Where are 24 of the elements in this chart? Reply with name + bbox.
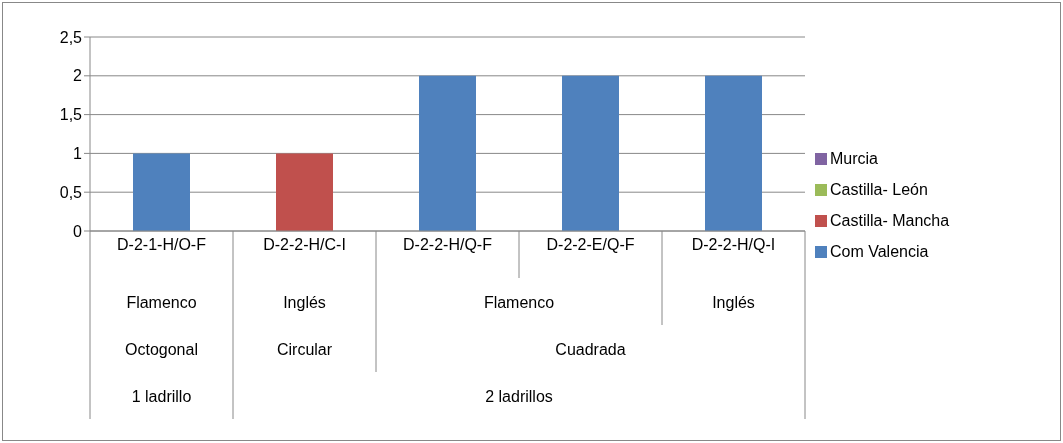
y-tick-label: 0,5 bbox=[59, 183, 83, 201]
text: Circular bbox=[276, 340, 333, 358]
text: Flamenco bbox=[483, 293, 555, 311]
legend-label: Castilla- León bbox=[830, 180, 928, 199]
legend-label: Com Valencia bbox=[830, 242, 929, 261]
x-tick-label: D-2-2-H/Q-F bbox=[403, 236, 493, 254]
y-tick-label: 1 bbox=[73, 145, 83, 163]
text: 1 ladrillo bbox=[131, 387, 192, 405]
x-tick-label: D-2-2-E/Q-F bbox=[546, 236, 635, 254]
y-tick-label: 2 bbox=[73, 67, 83, 85]
x-tick-label: D-2-2-H/Q-I bbox=[691, 236, 776, 254]
y-tick-label: 2,5 bbox=[59, 28, 83, 46]
text: Inglés bbox=[712, 293, 755, 311]
y-tick-label: 0 bbox=[73, 222, 83, 240]
x-tick-label: D-2-1-H/O-F bbox=[117, 236, 207, 254]
text: Octogonal bbox=[125, 340, 198, 358]
y-tick-label: 1,5 bbox=[59, 106, 83, 124]
text: 2 ladrillos bbox=[485, 387, 553, 405]
text: Cuadrada bbox=[555, 340, 626, 358]
text: Flamenco bbox=[126, 293, 197, 311]
legend-label: Castilla- Mancha bbox=[830, 211, 950, 230]
text: Inglés bbox=[283, 293, 326, 311]
x-tick-label: D-2-2-H/C-I bbox=[263, 236, 346, 254]
legend-label: Murcia bbox=[830, 149, 879, 168]
